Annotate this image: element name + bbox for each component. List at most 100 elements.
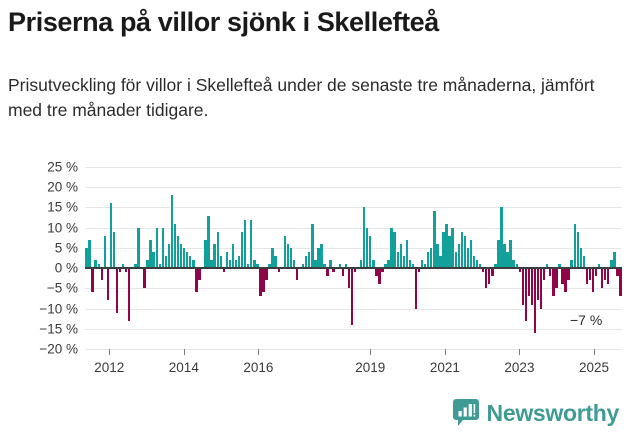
y-tick-label: 0 % bbox=[54, 260, 78, 276]
bar bbox=[161, 227, 164, 269]
x-tick-label: 2019 bbox=[355, 360, 386, 375]
bar bbox=[353, 268, 357, 273]
bar bbox=[436, 243, 439, 269]
gridline bbox=[85, 227, 622, 229]
bar bbox=[573, 223, 576, 269]
bar bbox=[445, 223, 448, 269]
bar bbox=[549, 268, 552, 277]
y-tick-label: 20 % bbox=[47, 179, 78, 195]
bar bbox=[216, 231, 219, 269]
bar bbox=[576, 231, 579, 269]
bar bbox=[567, 268, 570, 281]
bar bbox=[134, 264, 137, 269]
bar bbox=[143, 268, 146, 289]
bar bbox=[546, 264, 549, 269]
bar bbox=[88, 239, 91, 269]
bar bbox=[94, 260, 97, 269]
gridline bbox=[85, 187, 622, 189]
x-tick-mark bbox=[519, 349, 521, 355]
bar bbox=[121, 264, 125, 269]
bar bbox=[155, 227, 158, 269]
bar bbox=[610, 260, 613, 269]
y-axis-labels: 25 % 20 % 15 % 10 % 5 % 0 % −5 % −10 % −15 % −20 … bbox=[0, 160, 78, 357]
bar bbox=[594, 268, 598, 277]
bar bbox=[100, 268, 103, 281]
bar bbox=[399, 243, 402, 269]
page-subtitle: Prisutveckling för villor i Skellefteå u… bbox=[8, 75, 595, 120]
bar bbox=[417, 268, 421, 273]
x-tick-mark bbox=[258, 349, 260, 355]
bar bbox=[164, 255, 168, 269]
bar bbox=[295, 268, 299, 281]
bar bbox=[176, 235, 180, 269]
bar bbox=[613, 251, 616, 269]
bar bbox=[585, 268, 589, 285]
bar bbox=[387, 260, 390, 269]
bar bbox=[301, 264, 305, 269]
bar bbox=[97, 264, 100, 269]
bar bbox=[533, 268, 537, 333]
bar bbox=[619, 268, 622, 297]
bar bbox=[518, 268, 521, 273]
bar-chart-speech-bubble-icon bbox=[452, 399, 479, 427]
bar bbox=[283, 235, 287, 269]
bar bbox=[591, 268, 595, 293]
bar bbox=[213, 243, 216, 269]
y-tick-label: 25 % bbox=[47, 159, 78, 175]
bar bbox=[179, 243, 183, 269]
bar bbox=[195, 268, 198, 293]
bar bbox=[247, 264, 250, 269]
bar bbox=[240, 231, 244, 269]
bar bbox=[277, 268, 280, 273]
y-tick-label: −5 % bbox=[46, 280, 78, 296]
bar bbox=[103, 235, 107, 269]
bar bbox=[243, 219, 247, 269]
bar bbox=[231, 243, 235, 269]
bar bbox=[137, 227, 140, 269]
bar bbox=[561, 268, 564, 285]
bar bbox=[115, 268, 119, 313]
x-tick-label: 2012 bbox=[94, 360, 125, 375]
bar bbox=[369, 235, 372, 269]
bar bbox=[460, 231, 463, 269]
bar bbox=[497, 239, 500, 269]
gridline bbox=[85, 207, 622, 209]
x-tick-label: 2023 bbox=[504, 360, 535, 375]
bar bbox=[308, 251, 311, 269]
bar bbox=[588, 268, 592, 281]
y-tick-label: −15 % bbox=[39, 321, 78, 337]
bar bbox=[427, 251, 430, 269]
bar bbox=[170, 195, 174, 269]
zero-line bbox=[85, 267, 622, 270]
bar bbox=[198, 268, 201, 281]
bar bbox=[332, 268, 335, 273]
bar bbox=[146, 260, 149, 269]
bar bbox=[372, 260, 375, 269]
bar bbox=[305, 255, 308, 269]
bar bbox=[597, 264, 601, 269]
bar-series bbox=[85, 167, 622, 349]
bar bbox=[366, 227, 369, 269]
bar bbox=[118, 268, 122, 273]
bar bbox=[167, 243, 171, 269]
bar bbox=[521, 268, 525, 305]
bar bbox=[311, 223, 314, 269]
bar bbox=[402, 255, 406, 269]
bar bbox=[323, 264, 326, 269]
bar bbox=[173, 223, 177, 269]
bar bbox=[381, 268, 384, 273]
bar bbox=[604, 268, 607, 281]
bar bbox=[271, 247, 274, 269]
y-tick-label: 5 % bbox=[54, 240, 78, 256]
bar bbox=[524, 268, 528, 321]
bar bbox=[344, 264, 348, 269]
bar bbox=[405, 239, 409, 269]
bar bbox=[481, 268, 485, 273]
page-title: Priserna på villor sjönk i Skellefteå bbox=[8, 7, 439, 37]
bar bbox=[192, 260, 195, 269]
bar bbox=[222, 268, 226, 273]
bar-chart: 25 % 20 % 15 % 10 % 5 % 0 % −5 % −10 % −15 % −20 … bbox=[0, 158, 631, 388]
bar bbox=[350, 268, 354, 325]
bar bbox=[408, 260, 412, 269]
